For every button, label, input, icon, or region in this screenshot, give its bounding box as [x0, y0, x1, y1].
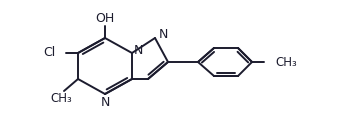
Text: CH₃: CH₃ — [275, 55, 297, 69]
Text: N: N — [100, 95, 110, 109]
Text: OH: OH — [95, 13, 115, 26]
Text: CH₃: CH₃ — [50, 92, 72, 106]
Text: N: N — [134, 44, 143, 56]
Text: N: N — [159, 27, 168, 41]
Text: Cl: Cl — [44, 47, 56, 60]
